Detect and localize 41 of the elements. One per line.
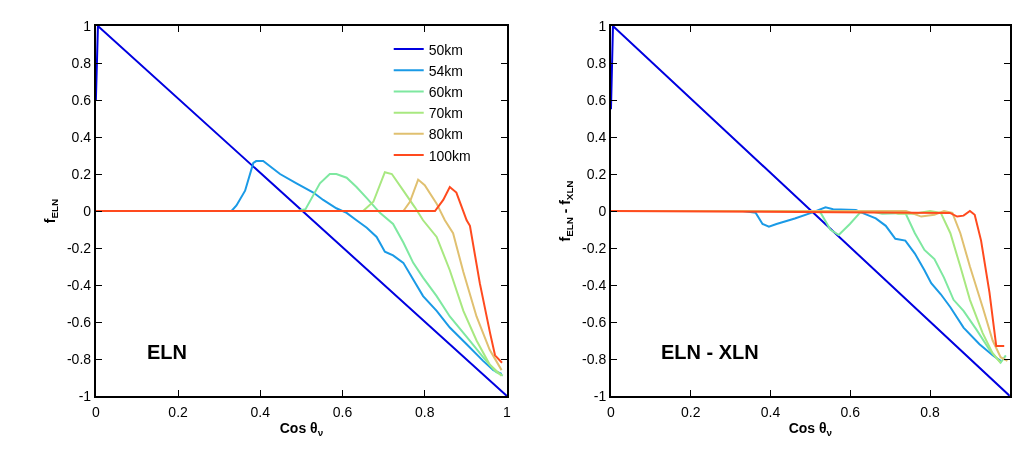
y-tick-label: 0.8	[71, 54, 92, 71]
y-tick-label: -0.6	[582, 313, 607, 330]
y-tick-label: -0.8	[582, 350, 607, 367]
y-tick-label: 0	[598, 202, 607, 219]
x-tick-label: 0.4	[760, 403, 781, 420]
y-tick-label: -0.8	[66, 350, 92, 367]
annotation: ELN	[147, 341, 187, 363]
x-tick-label: 0.6	[332, 403, 353, 420]
y-tick-label: 0	[83, 202, 92, 219]
y-tick-label: -1	[593, 387, 607, 404]
y-tick-label: -0.2	[582, 239, 607, 256]
y-tick-label: 0.6	[71, 91, 92, 108]
x-tick-label: 0.8	[415, 403, 435, 420]
y-tick-label: 0.4	[71, 128, 92, 145]
legend-label: 60km	[428, 83, 463, 100]
y-tick-label: -1	[78, 387, 92, 404]
x-tick-label: 1	[503, 403, 512, 420]
y-tick-label: 0.4	[586, 128, 607, 145]
y-tick-label: 0.6	[586, 91, 607, 108]
legend-label: 80km	[428, 126, 463, 143]
x-tick-label: 0.2	[168, 403, 189, 420]
x-tick-label: 0.8	[920, 403, 940, 420]
legend-label: 54km	[428, 62, 463, 79]
y-tick-label: -0.2	[66, 239, 92, 256]
x-tick-label: 0.4	[250, 403, 271, 420]
legend-label: 70km	[428, 105, 463, 122]
x-axis-title: Cos θ$_{ν}$	[788, 419, 833, 438]
y-tick-label: -0.4	[582, 276, 607, 293]
x-tick-label: 0.2	[681, 403, 701, 420]
y-tick-label: -0.4	[66, 276, 92, 293]
annotation: ELN - XLN	[661, 341, 759, 363]
x-axis-title: Cos θ$_{ν}$	[279, 419, 324, 438]
y-tick-label: 0.2	[71, 165, 92, 182]
y-tick-label: 1	[598, 17, 607, 34]
legend-label: 50km	[428, 41, 463, 58]
x-tick-label: 0.6	[840, 403, 861, 420]
y-tick-label: 1	[83, 17, 92, 34]
y-tick-label: 0.2	[586, 165, 607, 182]
y-tick-label: 0.8	[586, 54, 607, 71]
legend-label: 100km	[428, 147, 471, 164]
y-tick-label: -0.6	[66, 313, 92, 330]
